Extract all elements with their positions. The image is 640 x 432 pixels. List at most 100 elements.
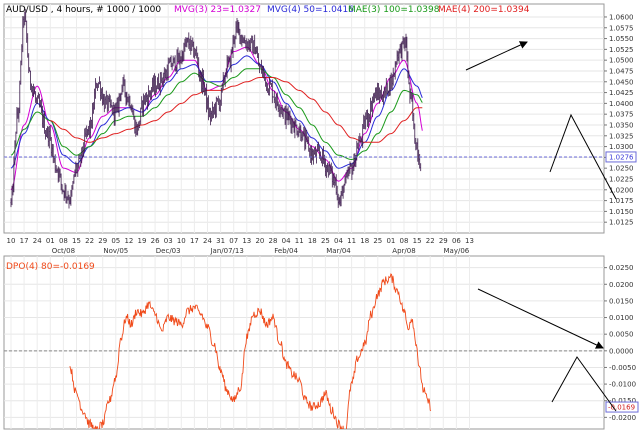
x-tick-label: 24	[203, 237, 212, 245]
dpo-y-tick-label: -0.0050	[609, 364, 636, 372]
price-y-tick-label: 1.0375	[609, 111, 634, 119]
dpo-line	[69, 273, 432, 429]
dpo-series	[69, 273, 432, 429]
price-y-tick-label: 1.0225	[609, 175, 634, 183]
price-y-tick-label: 1.0150	[609, 208, 634, 216]
x-tick-label: 01	[386, 237, 395, 245]
x-month-label: May/06	[444, 247, 470, 255]
price-panel-frame	[3, 3, 605, 234]
dpo-current-box	[605, 401, 639, 413]
x-tick-label: 03	[164, 237, 173, 245]
price-y-tick-label: 1.0525	[609, 46, 634, 54]
price-y-axis: 1.0600 1.0575 1.0550 1.0525 1.0500 1.0475 1.04…	[604, 13, 634, 227]
x-tick-label: 24	[33, 237, 42, 245]
current-price-label: 1.0276	[609, 153, 634, 161]
dpo-y-tick-label: 0.0200	[609, 281, 634, 289]
current-price-box	[605, 151, 637, 163]
x-tick-label: 05	[111, 237, 120, 245]
x-tick-label: 17	[190, 237, 199, 245]
x-tick-label: 28	[269, 237, 278, 245]
dpo-y-tick-label: -0.0200	[609, 414, 636, 422]
dpo-y-tick-label: 0.0250	[609, 264, 634, 272]
dpo-y-tick-label: 0.0100	[609, 314, 634, 322]
x-tick-label: 11	[295, 237, 304, 245]
x-tick-label: 29	[439, 237, 448, 245]
x-tick-label: 22	[85, 237, 94, 245]
x-month-label: Dec/03	[156, 247, 181, 255]
dpo-y-axis: 0.0250 0.0200 0.0150 0.0100 0.0050 0.0000 -0.0…	[604, 264, 636, 422]
x-tick-label: 12	[124, 237, 133, 245]
dpo-y-tick-label: 0.0000	[609, 347, 634, 355]
dpo-annotations	[477, 288, 617, 412]
x-month-label: Mar/04	[326, 247, 351, 255]
price-y-tick-label: 1.0450	[609, 78, 634, 86]
price-y-tick-label: 1.0175	[609, 197, 634, 205]
x-tick-label: 04	[334, 237, 343, 245]
x-month-label: Nov/05	[103, 247, 128, 255]
projected-zigzag-line	[549, 113, 617, 200]
x-tick-label: 08	[59, 237, 68, 245]
x-tick-label: 17	[20, 237, 29, 245]
price-y-tick-label: 1.0400	[609, 100, 634, 108]
x-tick-label: 25	[373, 237, 382, 245]
indicator-line	[50, 77, 423, 143]
x-tick-label: 15	[413, 237, 422, 245]
price-bars	[10, 8, 422, 209]
price-y-tick-label: 1.0350	[609, 121, 634, 129]
price-y-tick-label: 1.0475	[609, 67, 634, 75]
x-tick-label: 29	[98, 237, 107, 245]
x-tick-label: 20	[255, 237, 264, 245]
legend-mvg3: MVG(3) 23=1.0327	[174, 5, 261, 15]
price-y-tick-label: 1.0250	[609, 165, 634, 173]
x-tick-label: 10	[177, 237, 186, 245]
x-tick-label: 13	[242, 237, 251, 245]
x-tick-label: 06	[452, 237, 461, 245]
x-tick-label: 15	[72, 237, 81, 245]
price-y-tick-label: 1.0425	[609, 89, 634, 97]
price-y-tick-label: 1.0550	[609, 35, 634, 43]
x-tick-label: 08	[400, 237, 409, 245]
x-tick-label: 18	[308, 237, 317, 245]
x-month-label: Apr/08	[392, 247, 415, 255]
x-tick-label: 22	[426, 237, 435, 245]
x-tick-label: 31	[216, 237, 225, 245]
downtrend-arrow	[477, 288, 604, 349]
price-y-tick-label: 1.0575	[609, 24, 634, 32]
x-tick-label: 07	[229, 237, 238, 245]
price-y-tick-label: 1.0300	[609, 143, 634, 151]
dpo-y-tick-label: -0.0100	[609, 381, 636, 389]
x-tick-label: 01	[46, 237, 55, 245]
dpo-current-label: -0.0169	[608, 404, 635, 412]
legend-mae3: MAE(3) 100=1.0398	[348, 5, 440, 15]
dpo-y-tick-label: 0.0150	[609, 297, 634, 305]
price-x-axis: 10 17 24 01 08 15 22 29 05 12 19 26 03 10 17 24 31 07 13 20…	[7, 237, 474, 255]
price-y-tick-label: 1.0500	[609, 57, 634, 65]
x-tick-label: 04	[282, 237, 291, 245]
x-month-label: Feb/04	[274, 247, 298, 255]
price-chart-title: AUD/USD , 4 hours, # 1000 / 1000	[6, 5, 161, 15]
dpo-title: DPO(4) 80=-0.0169	[6, 262, 95, 272]
x-tick-label: 13	[465, 237, 474, 245]
x-month-label: Jan/07/13	[209, 247, 243, 255]
x-tick-label: 11	[347, 237, 356, 245]
price-y-tick-label: 1.0600	[609, 13, 634, 21]
x-tick-label: 26	[151, 237, 160, 245]
dpo-zigzag-line	[551, 356, 617, 412]
price-y-tick-label: 1.0125	[609, 219, 634, 227]
price-annotations	[465, 41, 617, 200]
x-tick-label: 18	[360, 237, 369, 245]
price-legend: AUD/USD , 4 hours, # 1000 / 1000 MVG(3) …	[6, 5, 530, 15]
x-tick-label: 10	[7, 237, 16, 245]
price-y-tick-label: 1.0200	[609, 186, 634, 194]
x-tick-label: 19	[138, 237, 147, 245]
uptrend-arrow	[465, 41, 528, 71]
legend-mae4: MAE(4) 200=1.0394	[438, 5, 530, 15]
price-y-tick-label: 1.0325	[609, 132, 634, 140]
x-tick-label: 25	[321, 237, 330, 245]
legend-mvg4: MVG(4) 50=1.0416	[267, 5, 354, 15]
dpo-panel-frame	[3, 255, 605, 430]
dpo-y-tick-label: 0.0050	[609, 331, 634, 339]
x-month-label: Oct/08	[52, 247, 75, 255]
dpo-y-tick-label: -0.0150	[609, 397, 636, 405]
